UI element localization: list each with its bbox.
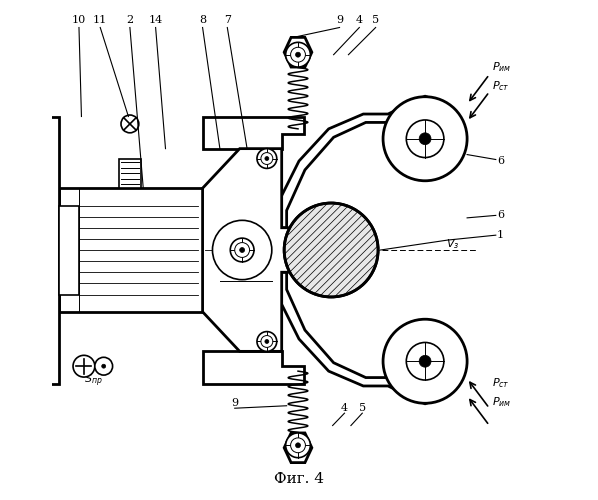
Bar — [37, 116, 59, 384]
Polygon shape — [203, 116, 304, 148]
Text: 4: 4 — [356, 15, 363, 25]
Text: $P_{ст}$: $P_{ст}$ — [492, 376, 509, 390]
Text: 4: 4 — [341, 403, 348, 413]
Text: 2: 2 — [126, 15, 133, 25]
Circle shape — [406, 120, 444, 158]
Circle shape — [286, 433, 310, 458]
Polygon shape — [279, 96, 430, 228]
Text: Фиг. 4: Фиг. 4 — [274, 472, 324, 486]
Circle shape — [265, 340, 269, 344]
Text: 8: 8 — [199, 15, 206, 25]
Circle shape — [291, 438, 306, 452]
Circle shape — [383, 96, 467, 181]
Text: 11: 11 — [93, 15, 108, 25]
Circle shape — [102, 364, 106, 368]
Circle shape — [257, 148, 277, 169]
Text: 6: 6 — [497, 210, 504, 220]
Text: 7: 7 — [224, 15, 231, 25]
Circle shape — [419, 356, 431, 367]
Circle shape — [419, 133, 431, 144]
Text: 9: 9 — [231, 398, 238, 408]
Circle shape — [265, 156, 269, 160]
Polygon shape — [284, 38, 312, 67]
Text: 5: 5 — [359, 403, 366, 413]
Circle shape — [261, 336, 273, 347]
Text: 6: 6 — [497, 156, 504, 166]
Bar — [203, 234, 230, 266]
Circle shape — [261, 152, 273, 164]
Circle shape — [73, 356, 95, 377]
Text: $P_{им}$: $P_{им}$ — [492, 60, 511, 74]
Bar — [59, 206, 79, 294]
Text: 14: 14 — [148, 15, 163, 25]
Text: $P_{ст}$: $P_{ст}$ — [492, 79, 509, 92]
Circle shape — [95, 358, 112, 375]
Circle shape — [286, 42, 310, 67]
Text: 10: 10 — [72, 15, 86, 25]
Polygon shape — [203, 352, 304, 384]
Circle shape — [284, 203, 378, 297]
Text: 1: 1 — [497, 230, 504, 240]
Circle shape — [235, 242, 249, 258]
Circle shape — [295, 52, 300, 57]
Polygon shape — [203, 148, 314, 352]
Circle shape — [230, 238, 254, 262]
Text: 5: 5 — [372, 15, 379, 25]
Circle shape — [383, 319, 467, 404]
Circle shape — [257, 332, 277, 351]
Text: $V_з$: $V_з$ — [446, 237, 460, 251]
Polygon shape — [284, 433, 312, 462]
Circle shape — [240, 248, 245, 252]
Text: $S_{пр}$: $S_{пр}$ — [84, 373, 103, 389]
Circle shape — [295, 443, 300, 448]
Bar — [59, 188, 203, 312]
Circle shape — [291, 48, 306, 62]
Bar — [119, 158, 141, 188]
Polygon shape — [279, 272, 430, 404]
Circle shape — [284, 203, 378, 297]
Text: $P_{ст}$: $P_{ст}$ — [251, 269, 266, 282]
Text: $P_{им}$: $P_{им}$ — [222, 269, 239, 282]
Circle shape — [406, 342, 444, 380]
Circle shape — [212, 220, 272, 280]
Circle shape — [121, 115, 139, 133]
Text: $P_{им}$: $P_{им}$ — [492, 396, 511, 409]
Text: 9: 9 — [336, 15, 343, 25]
